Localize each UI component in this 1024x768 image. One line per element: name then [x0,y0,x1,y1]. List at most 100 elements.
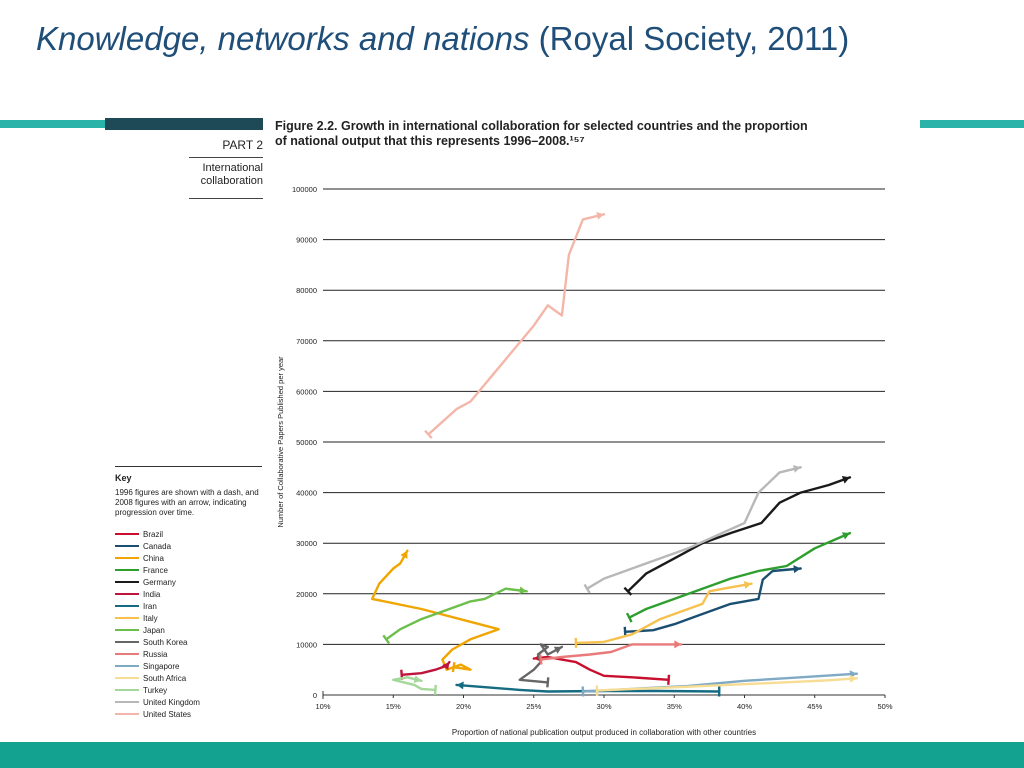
key-swatch [115,641,139,643]
key-label: Germany [143,577,176,587]
key-swatch [115,581,139,583]
series-line-iran [455,683,721,693]
y-tick-label: 50000 [296,438,317,447]
slide-title-citation: (Royal Society, 2011) [529,20,850,57]
series-end-arrow [400,550,408,559]
key-swatch [115,677,139,679]
key-label: Canada [143,541,172,551]
key-label: France [143,565,168,575]
key-label: India [143,589,161,599]
x-tick-label: 50% [877,702,892,711]
series-end-arrow [596,212,604,220]
key-label: Italy [143,613,158,623]
key-label: United States [143,709,192,719]
series-end-arrow [793,565,801,574]
bottom-accent-band [0,742,1024,768]
series-end-arrow [442,662,450,671]
key-label: South Africa [143,673,187,683]
series-line-india [400,660,451,676]
series-end-arrow [674,640,682,649]
key-list: Brazil Canada China France Germany India Iran I… [115,528,262,720]
series-start-dash [625,612,633,623]
key-item: Japan [115,624,262,636]
key-label: Turkey [143,685,168,695]
y-tick-label: 90000 [296,236,317,245]
series-start-dash [451,662,456,673]
series-end-arrow [456,681,464,690]
series-start-dash [538,654,543,665]
collaboration-chart: 0 10000 20000 30000 40000 50000 60000 70000 8000… [276,185,893,737]
series-end-arrow [849,674,857,683]
series-line-china [371,549,500,671]
series-start-dash [623,586,633,596]
x-tick-label: 35% [667,702,682,711]
y-tick-label: 80000 [296,286,317,295]
slide-title: Knowledge, networks and nations (Royal S… [36,20,849,58]
figure-title: Figure 2.2. Growth in international coll… [275,119,808,148]
key-swatch [115,653,139,655]
key-item: Brazil [115,528,262,540]
part-divider [189,157,263,158]
series-end-arrow [793,465,801,473]
x-axis-title: Proportion of national publication outpu… [452,728,756,737]
key-label: Japan [143,625,165,635]
key-title: Key [115,473,132,483]
key-swatch [115,701,139,703]
series-start-dash [433,684,437,696]
key-divider [115,466,262,467]
key-item: Germany [115,576,262,588]
series-line-brazil [532,655,670,681]
y-axis-title: Number of Collaborative Papers Published… [276,356,285,528]
series-line-canada [623,567,802,633]
series-line-italy [574,582,753,645]
series-start-dash [382,634,391,645]
series-line-united-states [427,213,606,436]
series-start-dash [581,686,585,697]
series-line-united-kingdom [585,466,802,590]
key-label: Iran [143,601,157,611]
y-tick-label: 60000 [296,387,317,396]
key-item: France [115,564,262,576]
series-end-arrow [841,532,850,540]
y-tick-label: 20000 [296,590,317,599]
key-swatch [115,545,139,547]
panel-header-bar [105,118,263,130]
series-end-arrow [841,476,850,484]
series-line-south-korea [518,643,564,684]
key-item: Iran [115,600,262,612]
key-item: Singapore [115,660,262,672]
key-swatch [115,713,139,715]
key-item: South Africa [115,672,262,684]
y-tick-label: 0 [313,691,317,700]
y-tick-label: 40000 [296,489,317,498]
y-tick-label: 70000 [296,337,317,346]
x-tick-label: 25% [526,702,541,711]
x-tick-label: 10% [315,702,330,711]
series-start-dash [667,674,671,685]
key-item: Russia [115,648,262,660]
series-start-dash [424,429,433,439]
key-swatch [115,593,139,595]
section-label: International collaboration [200,162,263,187]
key-swatch [115,629,139,631]
key-swatch [115,665,139,667]
figure-panel: PART 2 International collaboration Figur… [105,118,920,741]
y-tick-label: 100000 [292,185,317,194]
key-item: Canada [115,540,262,552]
series-line-turkey [392,676,437,692]
key-item: India [115,588,262,600]
key-note: 1996 figures are shown with a dash, and … [115,488,259,517]
series-end-arrow [519,586,527,595]
key-item: South Korea [115,636,262,648]
key-item: Italy [115,612,262,624]
y-tick-label: 10000 [296,640,317,649]
y-tick-label: 30000 [296,539,317,548]
series-line-france [628,531,852,619]
series-end-arrow [743,581,752,589]
chart-key: Key 1996 figures are shown with a dash, … [115,466,262,720]
series-start-dash [583,583,591,594]
key-swatch [115,557,139,559]
x-tick-label: 30% [596,702,611,711]
key-swatch [115,569,139,571]
key-swatch [115,617,139,619]
